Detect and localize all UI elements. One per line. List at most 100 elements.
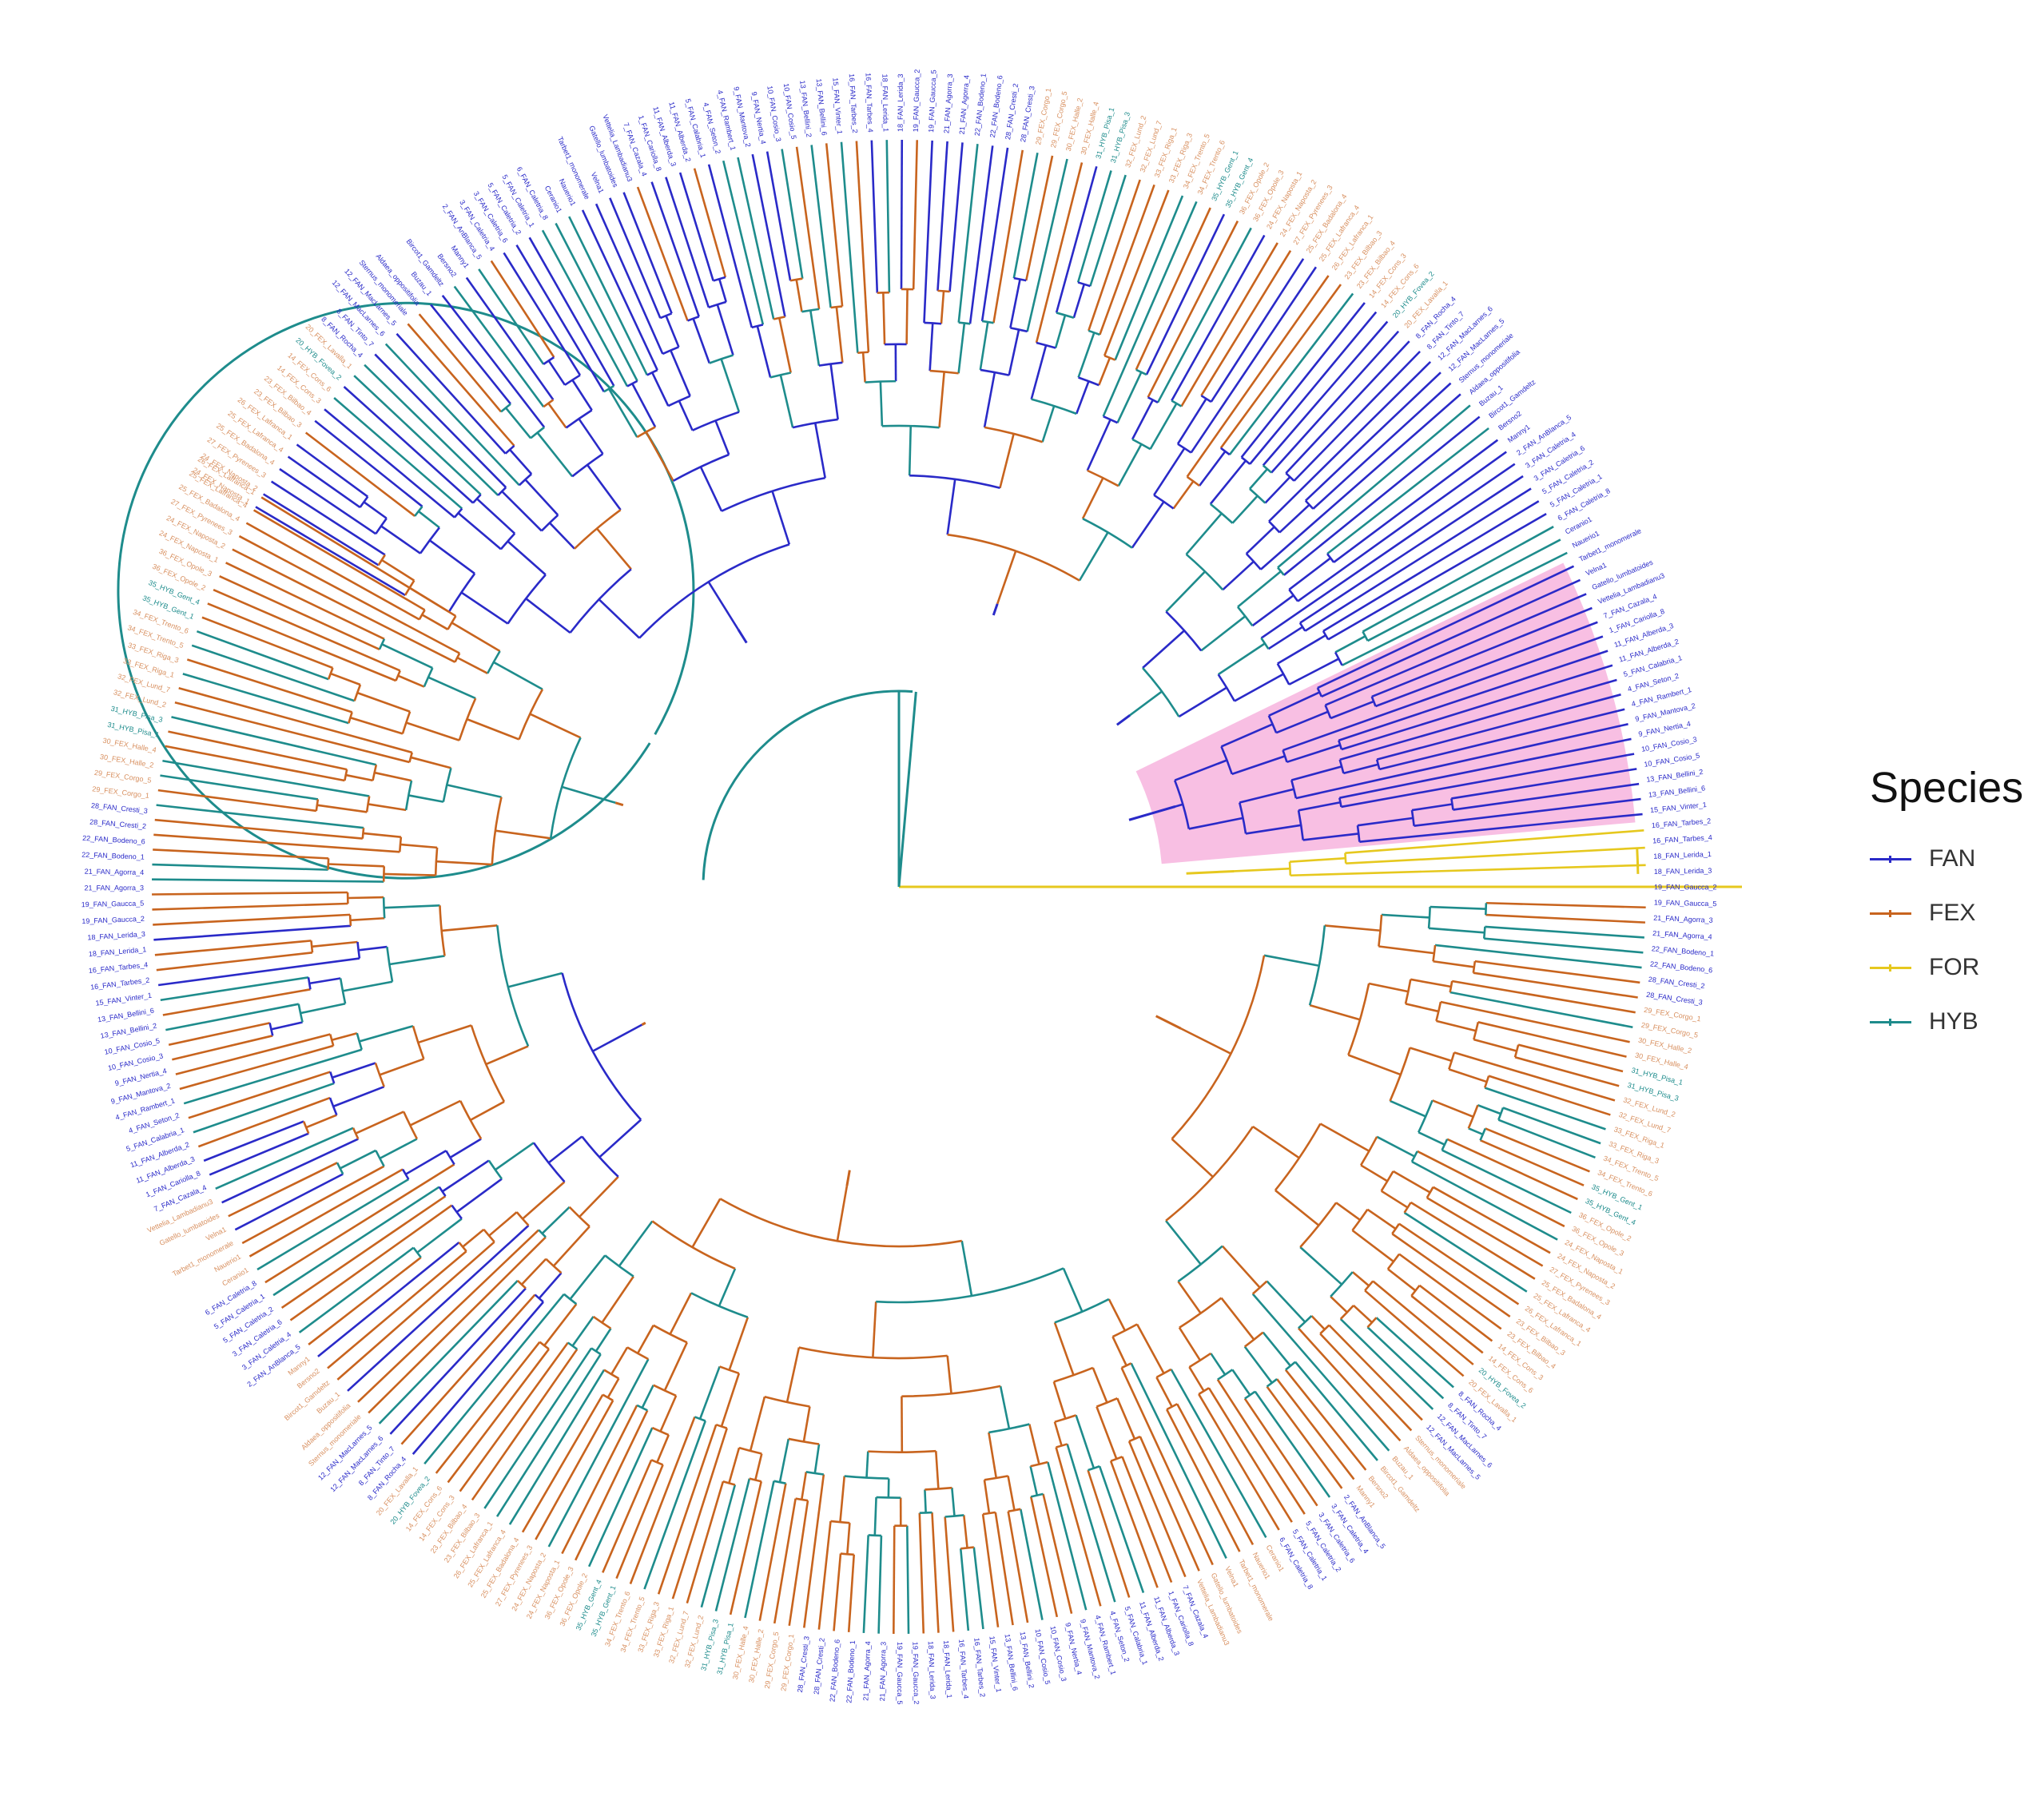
branch	[1289, 856, 1346, 863]
branch	[592, 1023, 643, 1052]
leaf-branch	[700, 1484, 737, 1608]
branch	[873, 1497, 877, 1536]
leaf-branch	[1321, 578, 1581, 697]
branch	[358, 945, 388, 952]
tip-label: 16_FAN_Tarbes_4	[865, 73, 875, 133]
leaf-branch	[1410, 1294, 1484, 1354]
leaf-branch	[870, 140, 879, 293]
branch-arc	[377, 554, 386, 566]
branch	[846, 1523, 851, 1555]
leaf-branch	[1414, 797, 1641, 827]
branch-arc	[604, 1254, 634, 1278]
tip-label: 13_FAN_Bellini_2	[1019, 1631, 1036, 1688]
branch	[561, 785, 616, 805]
branch	[475, 498, 516, 534]
branch	[1288, 557, 1331, 590]
leaf-branch	[289, 1204, 453, 1321]
leaf-branch	[154, 940, 312, 956]
tip-label: 9_FAN_Nertia_4	[750, 91, 768, 145]
branch	[778, 317, 792, 373]
branch	[332, 1085, 385, 1108]
branch	[1081, 477, 1104, 519]
branch	[720, 1373, 741, 1427]
branch	[380, 525, 421, 554]
leaf-branch	[1007, 1511, 1029, 1623]
branch-arc	[1217, 1369, 1234, 1381]
tip-label: 19_FAN_Gaucca_5	[896, 1642, 904, 1705]
leaf-branch	[581, 209, 658, 371]
leaf-branch	[1391, 1233, 1511, 1318]
branch	[795, 279, 803, 312]
branch-arc	[569, 568, 632, 634]
branch-arc	[1375, 759, 1381, 770]
tip-label: 31_HYB_Pisa_1	[715, 1622, 734, 1675]
branch-arc	[1266, 1378, 1278, 1388]
tip-label: 30_FEX_Halle_2	[99, 753, 154, 769]
branch	[488, 1211, 518, 1237]
tip-label: 28_FAN_Cresti_3	[91, 801, 149, 815]
branch	[1245, 824, 1302, 835]
branch	[1188, 1366, 1205, 1392]
branch-arc	[516, 1279, 527, 1289]
leaf-branch	[1035, 162, 1084, 344]
branch	[636, 1325, 654, 1354]
branch	[1028, 1424, 1040, 1465]
branch	[345, 773, 373, 782]
leaf-branch	[722, 160, 765, 325]
branch	[404, 1150, 447, 1175]
branch-arc	[1378, 914, 1383, 947]
leaf-branch	[737, 157, 775, 320]
leaf-branch	[1219, 284, 1342, 449]
leaf-branch	[400, 1293, 536, 1445]
tip-label: 21_FAN_Agorra_4	[958, 75, 971, 135]
leaf-branch	[152, 902, 348, 911]
branch	[988, 1432, 998, 1479]
branch-arc	[919, 1511, 933, 1515]
leaf-branch	[178, 687, 413, 754]
branch-arc	[412, 1246, 422, 1258]
branch	[1007, 1476, 1016, 1511]
leaf-branch	[1295, 723, 1628, 800]
branch	[1277, 634, 1326, 665]
branch-arc	[653, 1324, 688, 1344]
branch	[271, 1021, 303, 1031]
tip-label: 5_FAN_Caletria_1	[213, 1292, 266, 1330]
branch	[1249, 468, 1268, 490]
branch	[754, 1453, 763, 1480]
branch	[957, 323, 966, 374]
branch	[441, 1159, 490, 1193]
tip-label: 3_FAN_Caletria_4	[458, 198, 496, 252]
leaf-branch	[1378, 708, 1625, 771]
branch	[1468, 1127, 1484, 1136]
branch	[1185, 512, 1223, 555]
branch	[728, 1317, 750, 1371]
branch	[571, 379, 593, 411]
branch	[1220, 723, 1274, 748]
branch-arc	[1030, 1492, 1044, 1498]
branch	[1131, 399, 1154, 440]
leaf-branch	[304, 431, 416, 517]
leaf-branch	[1297, 451, 1507, 602]
branch	[416, 1218, 463, 1254]
branch	[929, 323, 934, 372]
leaf-branch	[657, 1424, 718, 1595]
leaf-branch	[197, 1096, 331, 1148]
branch	[1178, 1327, 1202, 1361]
branch	[525, 598, 571, 634]
branch-arc	[984, 1475, 1008, 1481]
branch	[836, 1186, 849, 1242]
leaf-branch	[528, 236, 615, 387]
branch	[1062, 1267, 1084, 1313]
leaf-branch	[495, 1353, 602, 1517]
branch	[441, 924, 498, 932]
branch	[1210, 1353, 1227, 1376]
tip-label: 16_FAN_Tarbes_4	[88, 960, 148, 975]
leaf-branch	[833, 1553, 842, 1631]
leaf-branch	[298, 1246, 415, 1333]
branch	[410, 756, 451, 769]
tip-label: 6_FAN_Caletria_8	[515, 165, 550, 221]
leaf-branch	[1312, 382, 1452, 510]
leaf-branch	[980, 147, 1009, 322]
branch-arc	[356, 1032, 363, 1051]
branch	[1174, 759, 1227, 781]
